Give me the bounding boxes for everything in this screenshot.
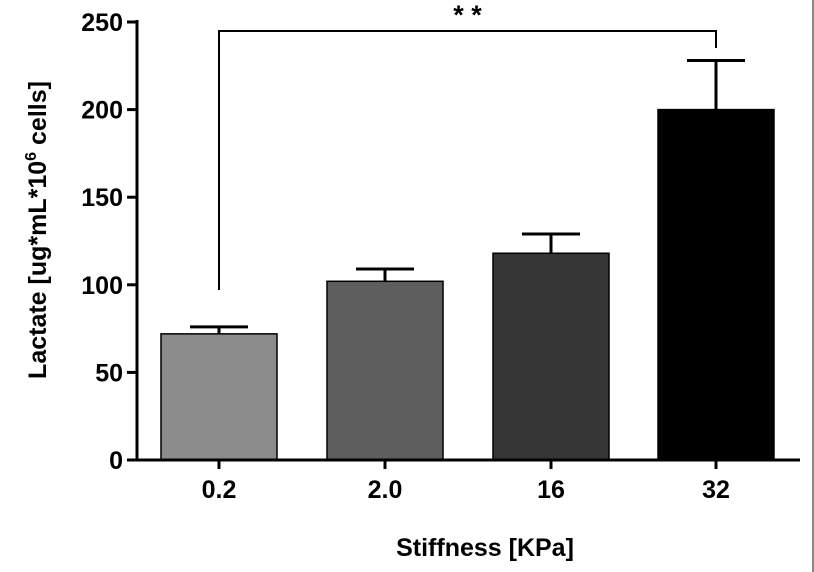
y-tick-label-200: 200 — [81, 97, 123, 125]
bar-2.0 — [326, 280, 444, 461]
y-tick-label-150: 150 — [81, 184, 123, 212]
y-tick-label-50: 50 — [95, 359, 123, 387]
x-axis-label: Stiffness [KPa] — [396, 534, 574, 562]
y-tick-label-100: 100 — [81, 272, 123, 300]
y-ticks-group: 0 50 100 150 200 250 — [81, 9, 137, 475]
y-axis-label-superscript: 6 — [23, 152, 40, 161]
error-bars-group — [190, 59, 745, 334]
y-axis-label-tail: cells] — [24, 81, 52, 152]
y-axis-label: Lactate [ug*mL*106 cells] — [23, 81, 52, 379]
bars-group — [160, 108, 775, 461]
significance-label: * * — [453, 0, 482, 30]
significance-bracket — [218, 30, 717, 290]
x-tick-label-2.0: 2.0 — [368, 476, 403, 504]
x-tick-label-32: 32 — [702, 476, 730, 504]
y-tick-label-0: 0 — [109, 447, 123, 475]
bar-32 — [657, 108, 775, 461]
y-tick-label-250: 250 — [81, 9, 123, 37]
significance-group: * * — [218, 0, 717, 290]
x-tick-label-16: 16 — [537, 476, 565, 504]
bar-0.2 — [160, 333, 278, 461]
y-axis-label-main: Lactate [ug*mL*10 — [24, 161, 52, 379]
x-ticks-group: 0.2 2.0 16 32 — [202, 460, 730, 504]
x-tick-label-0.2: 0.2 — [202, 476, 237, 504]
bar-16 — [492, 252, 610, 461]
